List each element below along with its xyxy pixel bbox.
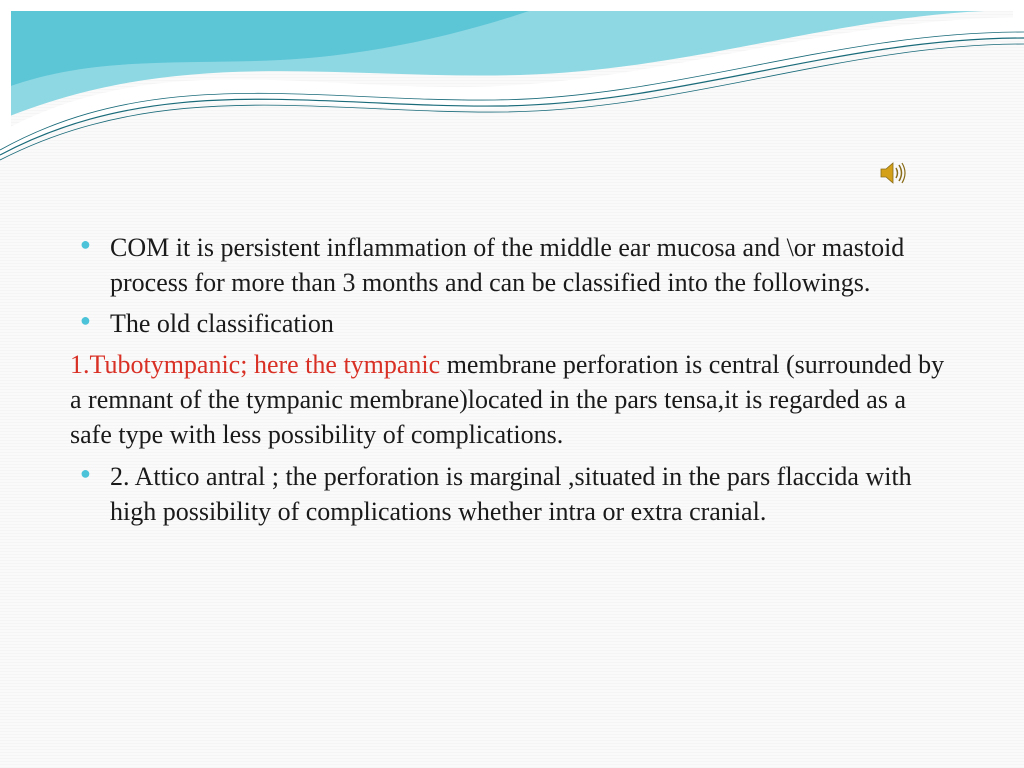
slide-body: COM it is persistent inflammation of the… bbox=[70, 230, 954, 535]
bullet-text: The old classification bbox=[110, 309, 334, 338]
bullet-item: The old classification bbox=[70, 306, 954, 341]
highlight-text: 1.Tubotympanic; here the tympanic bbox=[70, 350, 447, 379]
numbered-item: 1.Tubotympanic; here the tympanic membra… bbox=[70, 347, 954, 452]
bullet-item: COM it is persistent inflammation of the… bbox=[70, 230, 954, 300]
bullet-text: COM it is persistent inflammation of the… bbox=[110, 233, 904, 297]
speaker-icon bbox=[879, 160, 909, 186]
slide-header-wave bbox=[0, 0, 1024, 200]
bullet-item: 2. Attico antral ; the perforation is ma… bbox=[70, 459, 954, 529]
bullet-text: 2. Attico antral ; the perforation is ma… bbox=[110, 462, 912, 526]
